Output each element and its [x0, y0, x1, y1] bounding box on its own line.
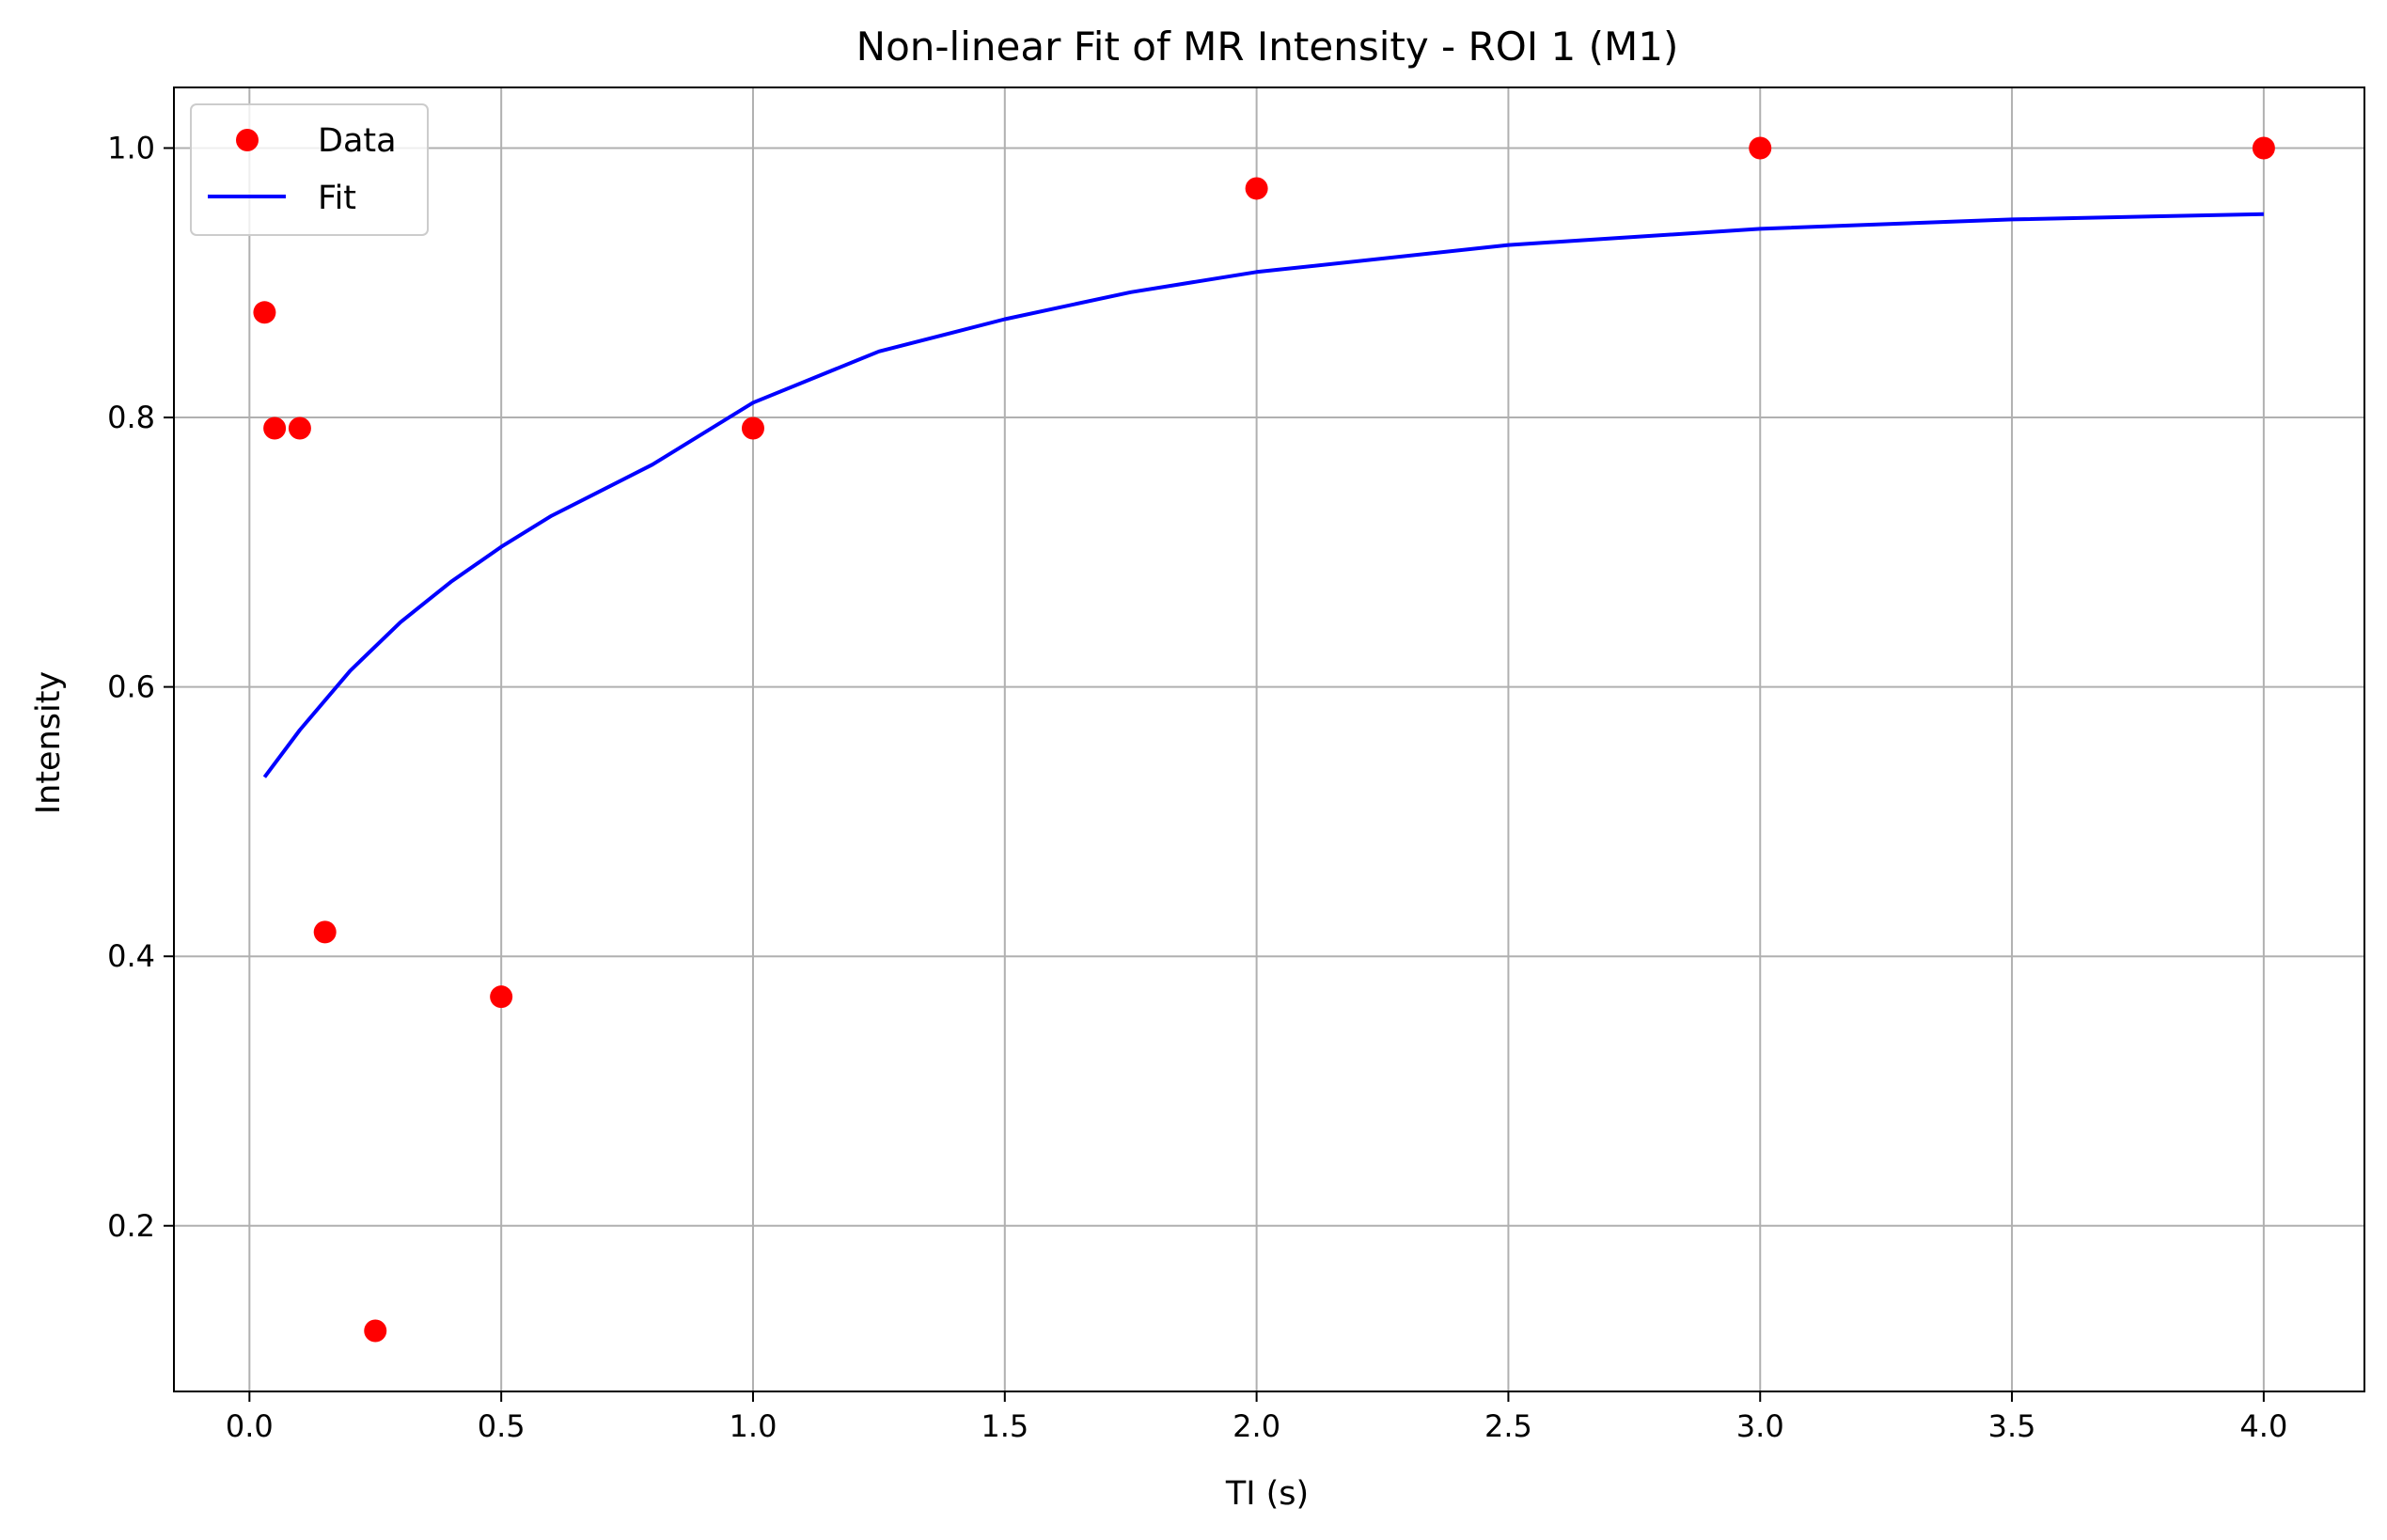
chart-title: Non-linear Fit of MR Intensity - ROI 1 (… — [856, 24, 1679, 70]
data-point — [364, 1319, 387, 1343]
data-point — [263, 416, 287, 440]
x-axis-label: TI (s) — [1225, 1475, 1309, 1513]
legend-data-marker — [236, 129, 259, 151]
grid — [174, 87, 2364, 1391]
data-point — [1245, 177, 1268, 200]
fit-line — [262, 212, 2264, 778]
x-tick-label: 0.5 — [478, 1408, 526, 1444]
x-tick-label: 3.0 — [1736, 1408, 1784, 1444]
plot-frame — [173, 86, 2365, 1392]
data-point — [2252, 136, 2275, 160]
axis-ticks: 0.0 0.5 1.0 1.5 2.0 2.5 3.0 3.5 4.0 0.2 0.4 0.6 0.8 1… — [107, 130, 2287, 1444]
x-tick-label: 4.0 — [2239, 1408, 2287, 1444]
y-tick-label: 0.6 — [107, 669, 155, 705]
x-tick-label: 0.0 — [226, 1408, 274, 1444]
x-tick-label: 2.5 — [1484, 1408, 1532, 1444]
x-tick-label: 1.5 — [981, 1408, 1029, 1444]
data-point — [313, 920, 337, 944]
data-series — [253, 136, 2275, 1343]
y-tick-label: 0.2 — [107, 1208, 155, 1244]
x-tick-label: 1.0 — [730, 1408, 777, 1444]
y-tick-label: 0.8 — [107, 400, 155, 435]
data-point — [490, 985, 513, 1009]
y-tick-label: 0.4 — [107, 938, 155, 974]
y-tick-label: 1.0 — [107, 130, 155, 165]
y-axis-label: Intensity — [30, 671, 68, 814]
x-tick-label: 3.5 — [1988, 1408, 2036, 1444]
x-tick-label: 2.0 — [1233, 1408, 1280, 1444]
data-point — [1749, 136, 1772, 160]
legend-fit-label: Fit — [318, 180, 356, 217]
fit-series — [262, 212, 2264, 778]
data-point — [288, 416, 311, 440]
legend-data-label: Data — [318, 122, 397, 160]
legend: Data Fit — [190, 103, 429, 236]
data-point — [741, 416, 764, 440]
data-point — [253, 301, 276, 324]
